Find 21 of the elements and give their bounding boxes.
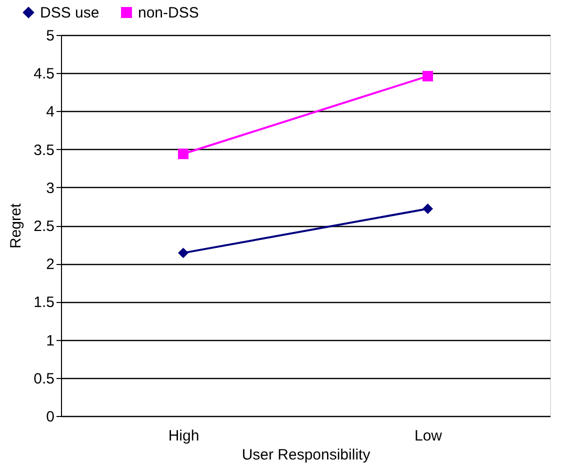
y-tick-label: 5 xyxy=(46,28,54,44)
y-tick-label: 0 xyxy=(46,408,54,426)
y-tick-label: 2.5 xyxy=(34,218,54,235)
point xyxy=(422,203,433,214)
y-axis-title: Regret xyxy=(8,202,25,249)
x-tick-label: High xyxy=(168,428,200,444)
x-axis-title: User Responsibility xyxy=(242,446,371,464)
y-tick-label: 3 xyxy=(46,180,54,197)
x-tick-label: Low xyxy=(414,428,442,444)
y-tick-label: 2 xyxy=(46,256,54,274)
point xyxy=(178,248,188,258)
y-tick-label: 4.5 xyxy=(34,66,54,83)
y-tick-label: 0.5 xyxy=(34,370,54,388)
y-tick-label: 1 xyxy=(46,332,54,350)
point xyxy=(178,148,188,160)
legend-label: DSS use xyxy=(40,4,100,22)
y-tick-label: 3.5 xyxy=(34,142,54,159)
legend-label: non-DSS xyxy=(138,4,199,22)
y-tick-label: 1.5 xyxy=(34,294,54,312)
point xyxy=(422,70,433,82)
y-tick-label: 4 xyxy=(46,104,54,121)
